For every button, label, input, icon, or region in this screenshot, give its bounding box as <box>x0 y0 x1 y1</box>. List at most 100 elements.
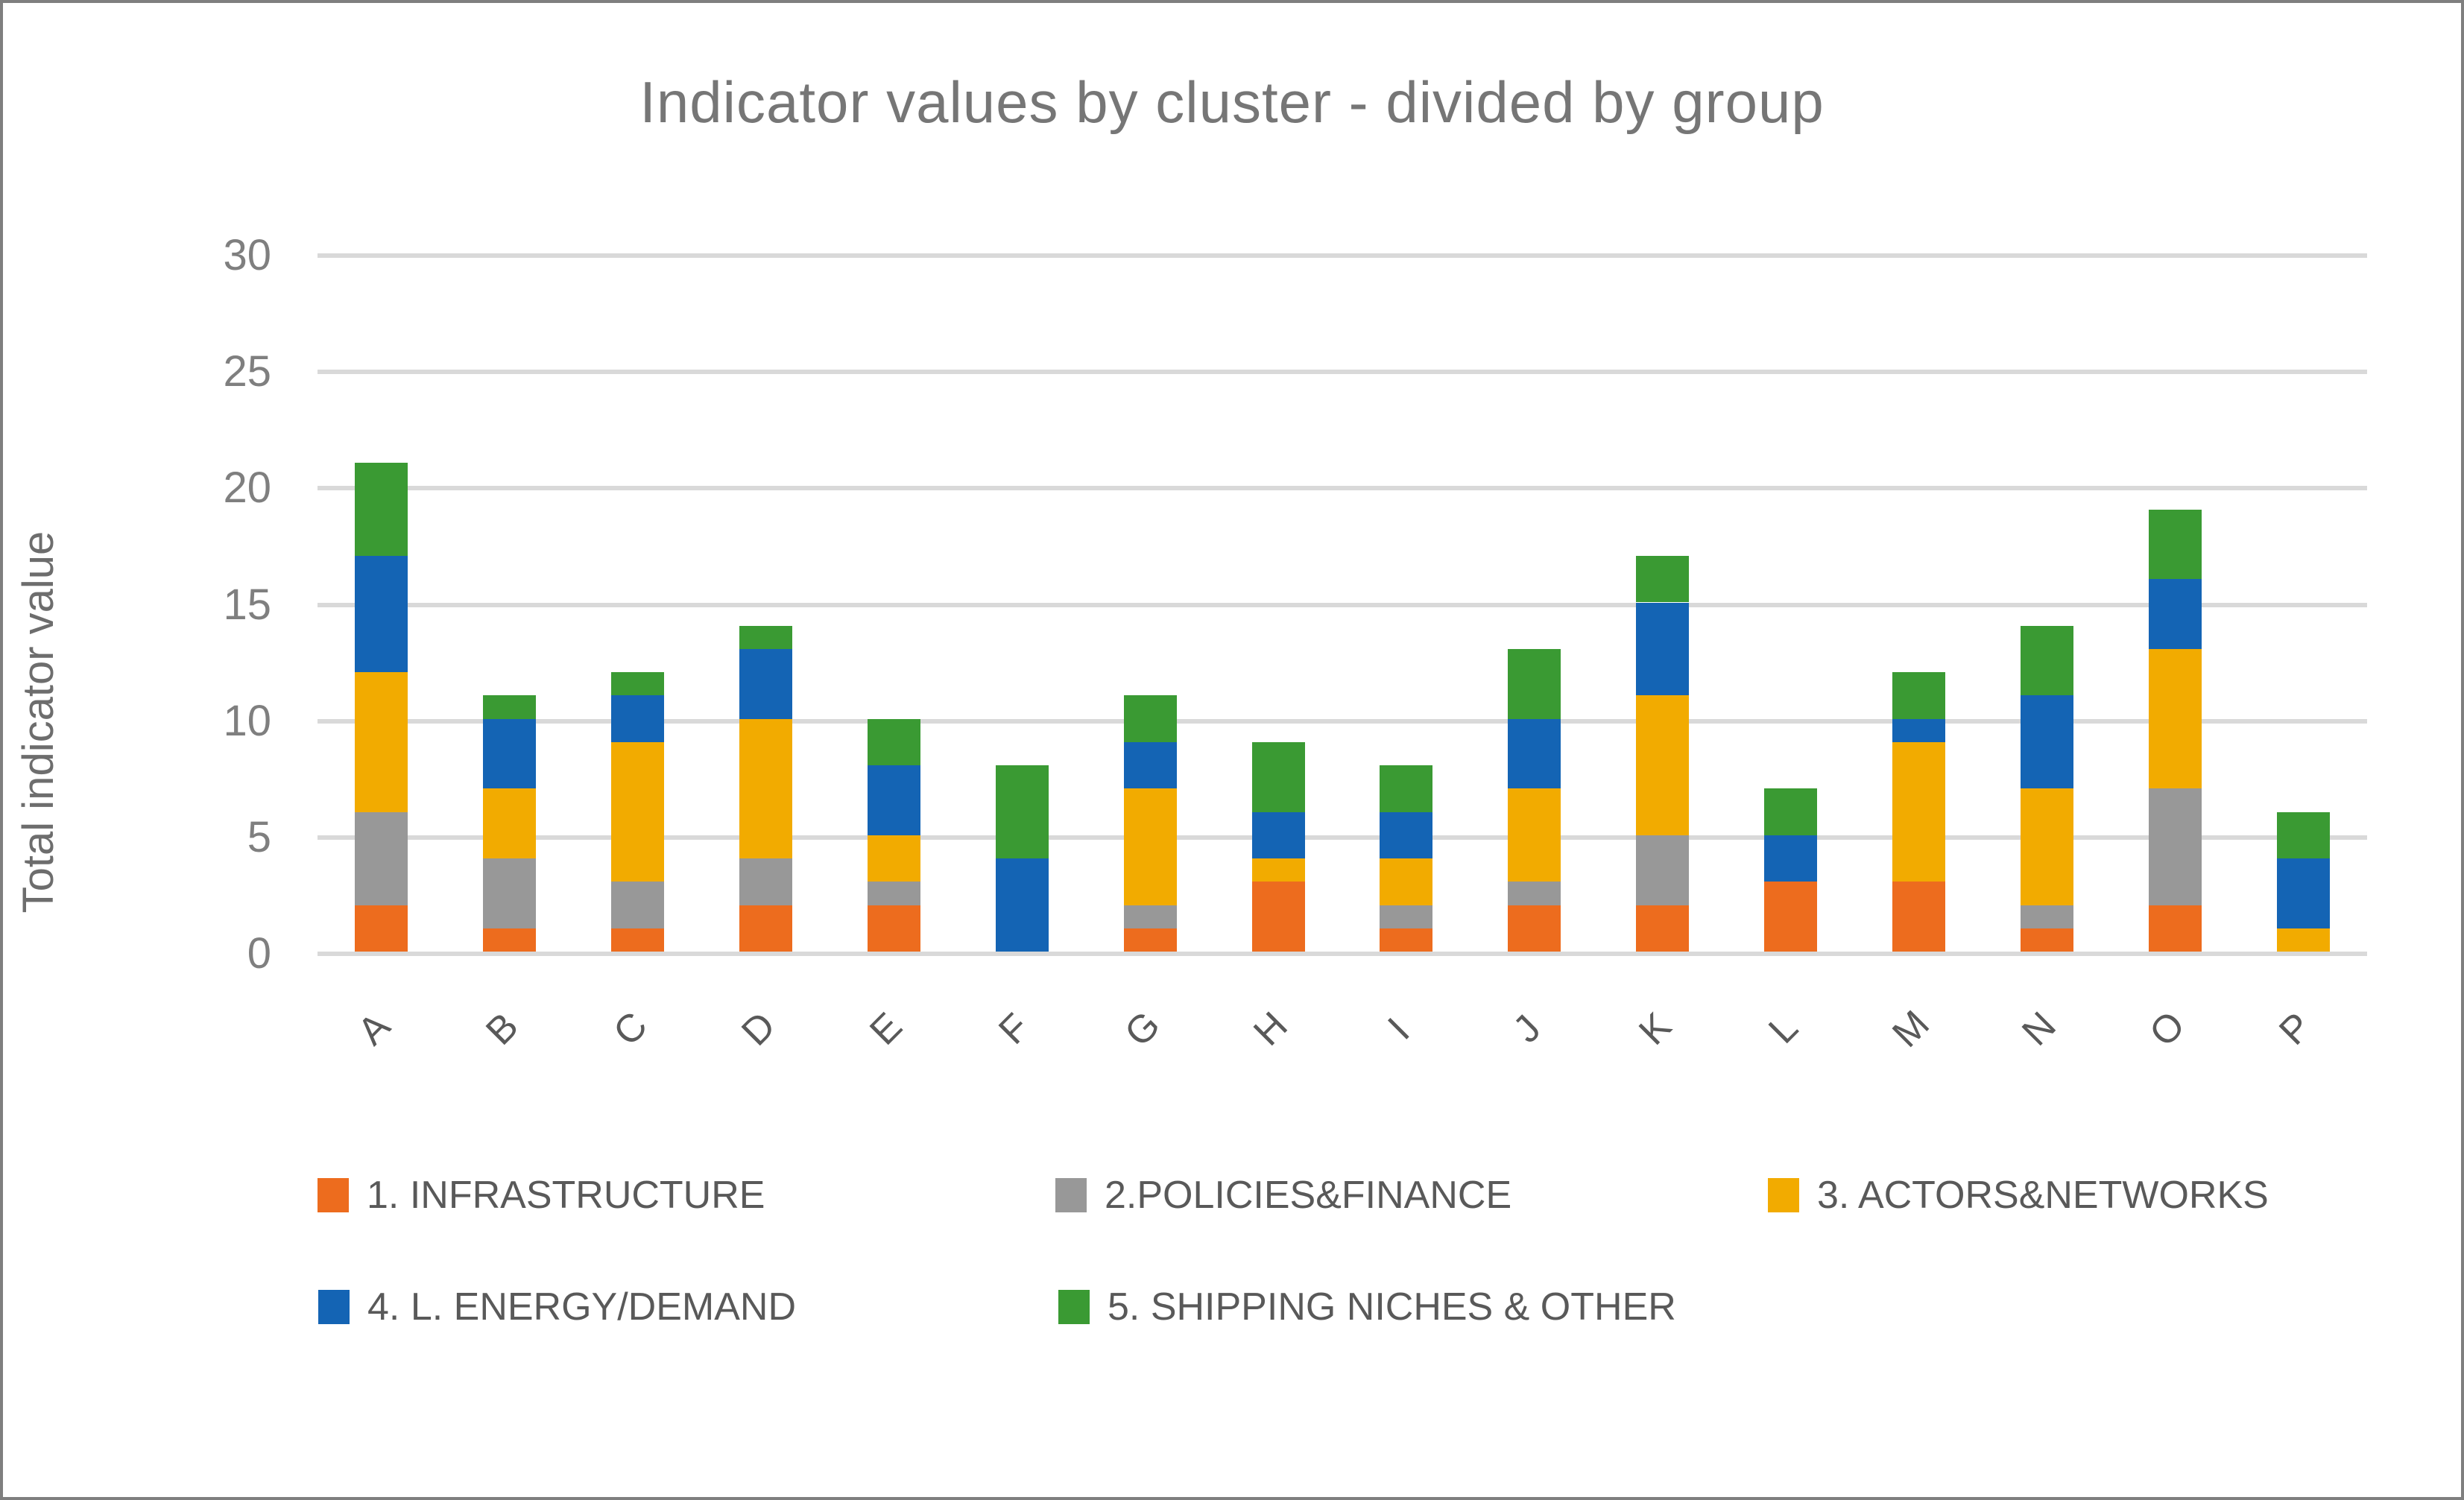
bar-J-segment-2 <box>1508 882 1561 905</box>
x-category-label-H: H <box>1245 1004 1296 1054</box>
legend-item-4: 4. L. ENERGY/DEMAND <box>318 1285 796 1329</box>
x-category-label-E: E <box>862 1004 912 1054</box>
y-tick-label: 25 <box>223 347 271 396</box>
bar-D-segment-2 <box>739 858 793 905</box>
bar-K-segment-4 <box>1636 602 1690 696</box>
bar-O-segment-1 <box>2148 905 2202 952</box>
y-tick-label: 10 <box>223 696 271 745</box>
bar-A-segment-2 <box>355 811 408 905</box>
bar-M-segment-5 <box>1892 672 1945 719</box>
bar-N-segment-5 <box>2020 625 2073 696</box>
legend-label-4: 4. L. ENERGY/DEMAND <box>367 1285 797 1329</box>
bar-B-segment-1 <box>483 928 537 952</box>
x-category-label-C: C <box>604 1004 656 1054</box>
legend-item-2: 2.POLICIES&FINANCE <box>1055 1173 1511 1218</box>
x-category-label-B: B <box>478 1004 527 1054</box>
gridline-y25 <box>318 370 2367 375</box>
bar-I-segment-1 <box>1380 928 1433 952</box>
y-tick-label: 15 <box>223 580 271 629</box>
bar-C-segment-5 <box>611 672 665 696</box>
bar-B-segment-2 <box>483 858 537 928</box>
legend-label-5: 5. SHIPPING NICHES & OTHER <box>1108 1285 1676 1329</box>
gridline-y5 <box>318 835 2367 840</box>
x-category-label-A: A <box>350 1004 399 1054</box>
bar-H-segment-5 <box>1251 741 1305 812</box>
gridline-y30 <box>318 253 2367 258</box>
bar-G-segment-1 <box>1123 928 1177 952</box>
bar-K-segment-3 <box>1636 695 1690 835</box>
bar-L-segment-1 <box>1764 882 1818 952</box>
x-category-label-D: D <box>733 1004 784 1054</box>
bar-K-segment-5 <box>1636 556 1690 603</box>
bar-M-segment-1 <box>1892 882 1945 952</box>
bar-I-segment-5 <box>1380 765 1433 812</box>
bar-I-segment-3 <box>1380 858 1433 905</box>
bar-O-segment-2 <box>2148 788 2202 905</box>
bar-N-segment-3 <box>2020 788 2073 905</box>
chart-title: Indicator values by cluster - divided by… <box>639 69 1825 135</box>
legend-item-3: 3. ACTORS&NETWORKS <box>1768 1173 2269 1218</box>
bar-I-segment-2 <box>1380 905 1433 928</box>
x-category-label-K: K <box>1630 1004 1680 1054</box>
bar-M-segment-3 <box>1892 741 1945 882</box>
legend-item-1: 1. INFRASTRUCTURE <box>318 1173 765 1218</box>
bar-G-segment-4 <box>1123 741 1177 789</box>
bar-J-segment-3 <box>1508 788 1561 882</box>
legend-swatch-1 <box>318 1178 349 1212</box>
x-category-label-F: F <box>991 1005 1039 1053</box>
bar-C-segment-1 <box>611 928 665 952</box>
bar-P-segment-4 <box>2276 858 2330 928</box>
bar-J-segment-5 <box>1508 648 1561 719</box>
bar-D-segment-4 <box>739 648 793 719</box>
bar-E-segment-4 <box>867 765 920 835</box>
bar-O-segment-4 <box>2148 579 2202 649</box>
bar-H-segment-3 <box>1251 858 1305 882</box>
bar-N-segment-1 <box>2020 928 2073 952</box>
bar-F-segment-4 <box>995 858 1049 952</box>
x-category-label-O: O <box>2141 1003 2193 1055</box>
x-category-label-G: G <box>1116 1003 1169 1055</box>
bar-H-segment-1 <box>1251 882 1305 952</box>
gridline-y0 <box>318 952 2367 956</box>
bar-G-segment-2 <box>1123 905 1177 928</box>
bar-C-segment-4 <box>611 695 665 742</box>
bar-A-segment-5 <box>355 463 408 557</box>
bar-B-segment-3 <box>483 788 537 859</box>
bar-D-segment-1 <box>739 905 793 952</box>
legend-label-1: 1. INFRASTRUCTURE <box>367 1174 765 1217</box>
bar-E-segment-2 <box>867 882 920 905</box>
bar-E-segment-1 <box>867 905 920 952</box>
bar-D-segment-5 <box>739 625 793 649</box>
bar-B-segment-4 <box>483 718 537 789</box>
x-category-label-P: P <box>2271 1004 2320 1054</box>
legend-swatch-2 <box>1055 1178 1087 1212</box>
legend-label-3: 3. ACTORS&NETWORKS <box>1817 1174 2269 1217</box>
plot-area: 0 5 10 15 20 25 30 A B C D E F G H I J K L M N O P <box>3 3 2461 1497</box>
x-category-label-M: M <box>1884 1002 1939 1056</box>
bar-P-segment-3 <box>2276 928 2330 952</box>
legend-swatch-3 <box>1768 1178 1799 1212</box>
bar-E-segment-5 <box>867 718 920 766</box>
bar-F-segment-5 <box>995 765 1049 859</box>
y-tick-label: 30 <box>223 231 271 279</box>
bar-K-segment-2 <box>1636 835 1690 905</box>
bar-D-segment-3 <box>739 718 793 859</box>
bar-C-segment-2 <box>611 882 665 928</box>
bar-B-segment-5 <box>483 695 537 719</box>
bar-M-segment-4 <box>1892 718 1945 742</box>
bar-A-segment-1 <box>355 905 408 952</box>
gridline-y10 <box>318 718 2367 724</box>
bar-H-segment-4 <box>1251 811 1305 859</box>
bar-L-segment-4 <box>1764 835 1818 882</box>
bar-L-segment-5 <box>1764 788 1818 835</box>
bar-G-segment-3 <box>1123 788 1177 905</box>
bar-A-segment-4 <box>355 556 408 673</box>
bar-N-segment-4 <box>2020 695 2073 789</box>
x-category-label-N: N <box>2014 1004 2065 1054</box>
bar-C-segment-3 <box>611 741 665 882</box>
bar-P-segment-5 <box>2276 811 2330 859</box>
y-tick-label: 20 <box>223 463 271 513</box>
x-category-label-I: I <box>1380 1010 1418 1048</box>
bar-A-segment-3 <box>355 672 408 812</box>
